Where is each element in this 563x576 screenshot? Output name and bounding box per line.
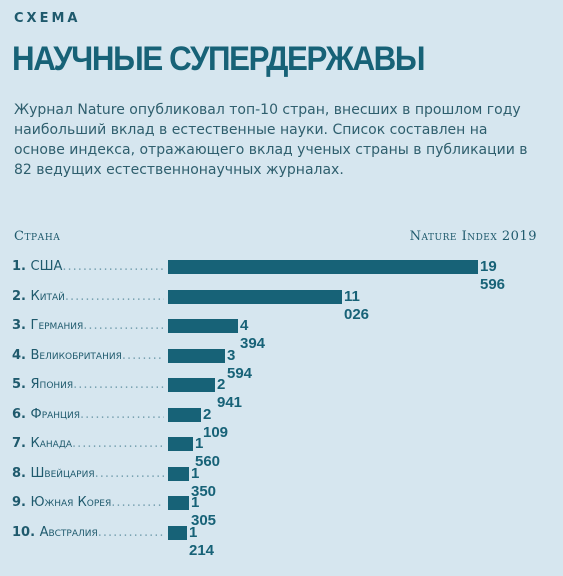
value-label: 1 305 xyxy=(191,494,217,529)
value-label: 2 941 xyxy=(217,376,243,411)
category-label: 7. Канада...............................… xyxy=(12,435,164,453)
bar xyxy=(168,437,193,451)
category-rank: 1. xyxy=(12,259,31,274)
category-rank: 8. xyxy=(12,465,31,481)
category-rank: 6. xyxy=(12,406,31,422)
category-name: Китай xyxy=(30,288,65,304)
bar xyxy=(168,378,215,392)
bar xyxy=(168,525,187,540)
category-name: Канада xyxy=(30,436,73,451)
value-label: 2 109 xyxy=(203,405,229,441)
category-label: 10. Австралия...........................… xyxy=(12,524,164,542)
kicker-label: СХЕМА xyxy=(14,11,81,26)
category-rank: 4. xyxy=(12,347,31,363)
leader-dots: ........................................ xyxy=(62,259,164,274)
category-rank: 3. xyxy=(12,318,31,333)
category-label: 4. Великобритания.......................… xyxy=(12,347,164,365)
category-name: Швейцария xyxy=(30,465,95,481)
bar xyxy=(168,319,238,333)
bar xyxy=(168,348,225,363)
description-text: Журнал Nature опубликовал топ-10 стран, … xyxy=(14,102,528,178)
bar xyxy=(168,496,189,510)
category-name: Япония xyxy=(30,377,74,392)
leader-dots: ........................................ xyxy=(80,406,164,422)
value-label: 1 214 xyxy=(189,523,215,559)
leader-dots: ........................................ xyxy=(121,347,164,363)
category-label: 6. Франция..............................… xyxy=(12,406,164,424)
category-label: 8. Швейцария............................… xyxy=(12,465,164,483)
category-name: Австралия xyxy=(39,524,98,540)
category-rank: 5. xyxy=(12,377,31,392)
category-rank: 2. xyxy=(12,288,31,304)
column-header-country: Страна xyxy=(14,229,61,244)
leader-dots: ........................................ xyxy=(94,465,164,481)
bar xyxy=(168,289,342,304)
bar xyxy=(168,407,201,422)
column-header-index: Nature Index 2019 xyxy=(409,229,537,244)
category-name: Великобритания xyxy=(30,347,122,363)
value-label: 1 560 xyxy=(195,435,221,470)
leader-dots: ........................................ xyxy=(64,288,164,304)
page-title: НАУЧНЫЕ СУПЕРДЕРЖАВЫ xyxy=(12,40,426,78)
bar xyxy=(168,466,189,481)
category-label: 5. Япония...............................… xyxy=(12,376,164,394)
category-label: 1. США..................................… xyxy=(12,258,164,276)
value-label: 4 394 xyxy=(240,317,266,352)
leader-dots: ........................................ xyxy=(83,318,164,333)
value-label: 19 596 xyxy=(480,258,506,293)
category-label: 3. Германия.............................… xyxy=(12,317,164,335)
category-name: США xyxy=(30,259,63,274)
category-name: Южная Корея xyxy=(30,495,112,510)
category-rank: 10. xyxy=(12,524,40,540)
value-label: 3 594 xyxy=(227,346,253,382)
category-label: 9. Южная Корея..........................… xyxy=(12,494,164,512)
value-label: 11 026 xyxy=(344,287,370,323)
value-label: 1 350 xyxy=(191,464,217,500)
category-rank: 7. xyxy=(12,436,31,451)
category-name: Франция xyxy=(30,406,81,422)
bar xyxy=(168,260,478,274)
leader-dots: ........................................ xyxy=(111,495,164,510)
leader-dots: ........................................ xyxy=(97,524,164,540)
category-label: 2. Китай................................… xyxy=(12,288,164,306)
leader-dots: ........................................ xyxy=(72,436,164,451)
leader-dots: ........................................ xyxy=(73,377,164,392)
category-name: Германия xyxy=(30,318,84,333)
category-rank: 9. xyxy=(12,495,31,510)
